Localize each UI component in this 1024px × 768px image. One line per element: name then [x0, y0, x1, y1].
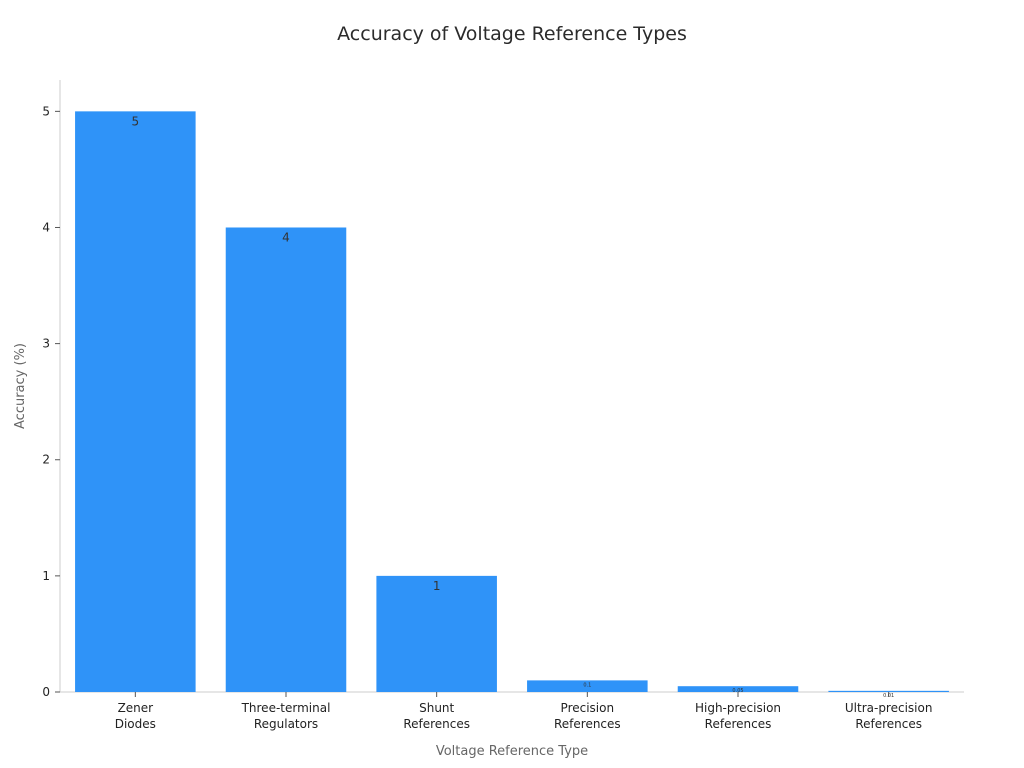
data-label: 5	[132, 114, 140, 128]
y-tick-label: 0	[42, 685, 50, 699]
data-label: 1	[433, 579, 441, 593]
chart-title: Accuracy of Voltage Reference Types	[337, 23, 687, 45]
bar	[75, 111, 196, 692]
data-label: 4	[282, 230, 290, 244]
x-tick-label: Diodes	[115, 717, 156, 731]
data-label: 0.05	[732, 688, 743, 694]
data-label: 0.01	[883, 693, 894, 699]
y-tick-label: 4	[42, 220, 50, 234]
x-tick-label: Three-terminal	[241, 701, 331, 715]
y-tick-label: 5	[42, 104, 50, 118]
plot-area: 0 1 2 3 4 5 Zener Diodes 5 Three-terminal Regulato…	[42, 80, 964, 731]
x-tick-label: References	[554, 717, 621, 731]
x-tick-label: Zener	[118, 701, 154, 715]
bar	[828, 690, 949, 692]
bar	[376, 575, 497, 692]
y-axis-label: Accuracy (%)	[13, 343, 28, 429]
x-tick-label: Ultra-precision	[845, 701, 933, 715]
x-tick-label: References	[855, 717, 922, 731]
x-tick-label: References	[403, 717, 470, 731]
y-tick-label: 3	[42, 337, 50, 351]
x-axis-label: Voltage Reference Type	[436, 744, 588, 759]
bar	[225, 227, 347, 692]
x-tick-label: Precision	[561, 701, 615, 715]
y-tick-label: 2	[42, 453, 50, 467]
x-tick-label: Shunt	[419, 701, 454, 715]
x-tick-label: References	[705, 717, 772, 731]
y-tick-label: 1	[42, 569, 50, 583]
x-tick-label: High-precision	[695, 701, 781, 715]
bar	[527, 680, 648, 692]
data-label: 0.1	[583, 682, 591, 688]
x-tick-label: Regulators	[254, 717, 318, 731]
bar	[677, 686, 799, 692]
